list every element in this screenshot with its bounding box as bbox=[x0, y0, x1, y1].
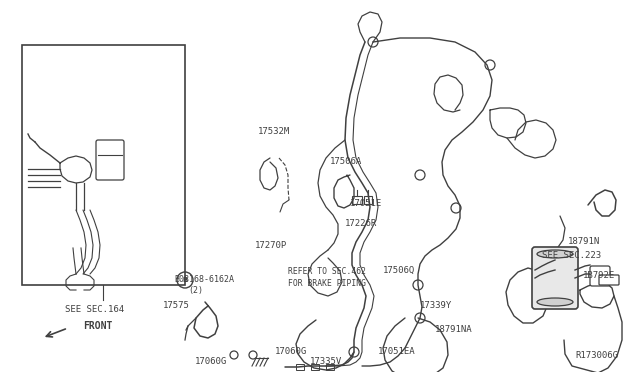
Text: 17060G: 17060G bbox=[195, 357, 227, 366]
Text: 17339Y: 17339Y bbox=[420, 301, 452, 310]
Text: 18791N: 18791N bbox=[568, 237, 600, 247]
Text: 17051E: 17051E bbox=[350, 199, 382, 208]
Text: 17335V: 17335V bbox=[310, 357, 342, 366]
Text: 17506Q: 17506Q bbox=[383, 266, 415, 275]
Bar bbox=[352, 196, 362, 204]
Bar bbox=[311, 364, 319, 370]
Text: FRONT: FRONT bbox=[83, 321, 113, 331]
Text: 17575: 17575 bbox=[163, 301, 190, 310]
Text: R173006G: R173006G bbox=[575, 350, 618, 359]
FancyBboxPatch shape bbox=[599, 275, 619, 285]
Text: B08168-6162A: B08168-6162A bbox=[174, 276, 234, 285]
Text: B: B bbox=[182, 277, 188, 283]
Text: 17051EA: 17051EA bbox=[378, 347, 415, 356]
Text: 17226R: 17226R bbox=[345, 219, 377, 228]
Text: FOR BRAKE PIPING: FOR BRAKE PIPING bbox=[288, 279, 366, 288]
Text: SEE SEC.223: SEE SEC.223 bbox=[542, 251, 601, 260]
Text: REFER TO SEC.462: REFER TO SEC.462 bbox=[288, 267, 366, 276]
Text: 17506A: 17506A bbox=[330, 157, 362, 167]
Bar bbox=[296, 364, 304, 370]
Text: 18791NA: 18791NA bbox=[435, 326, 472, 334]
Text: SEE SEC.164: SEE SEC.164 bbox=[65, 305, 125, 314]
Bar bbox=[364, 196, 372, 204]
FancyBboxPatch shape bbox=[22, 45, 185, 285]
FancyBboxPatch shape bbox=[96, 140, 124, 180]
Text: 1B792E: 1B792E bbox=[583, 270, 615, 279]
FancyBboxPatch shape bbox=[532, 247, 578, 309]
Text: 17532M: 17532M bbox=[258, 128, 291, 137]
Text: 17060G: 17060G bbox=[275, 347, 307, 356]
Bar bbox=[326, 364, 334, 370]
Ellipse shape bbox=[537, 250, 573, 258]
FancyBboxPatch shape bbox=[590, 266, 610, 286]
Text: (2): (2) bbox=[188, 286, 203, 295]
Text: 17270P: 17270P bbox=[255, 241, 287, 250]
Ellipse shape bbox=[537, 298, 573, 306]
